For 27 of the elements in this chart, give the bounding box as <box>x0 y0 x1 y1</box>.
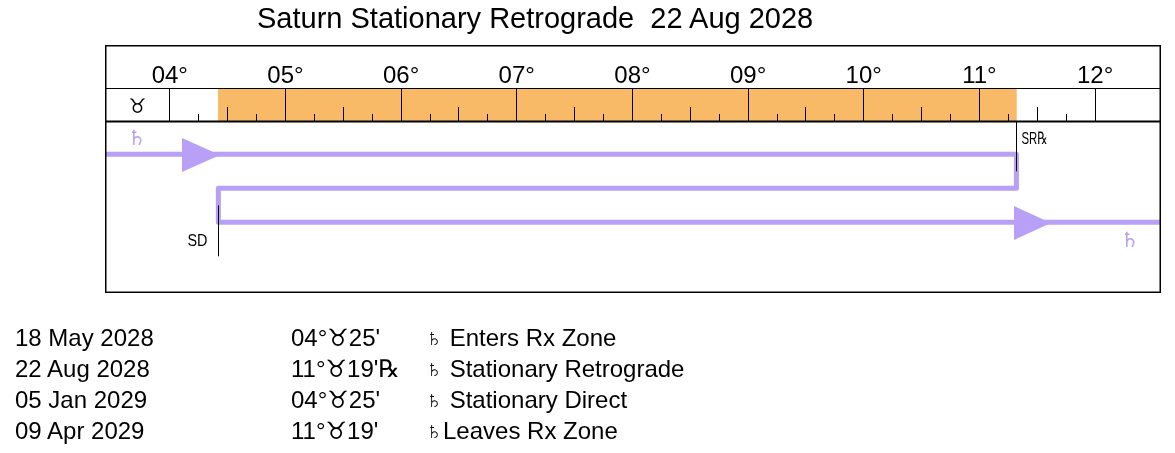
x-axis-title: ♉ <box>128 94 147 119</box>
text: 05 Jan 2029 <box>15 385 148 415</box>
x-tick-label: 12° <box>1076 61 1114 89</box>
text: ♄ Stationary Direct <box>425 385 628 415</box>
x-tick-label: 11° <box>962 61 997 89</box>
x-tick-label: 08° <box>614 61 651 89</box>
text: 09 Apr 2029 <box>15 416 145 446</box>
text: 11°♉19'℞ <box>291 354 400 384</box>
text: 11°♉19' <box>291 416 379 446</box>
series-label: ♄ <box>127 125 147 150</box>
text: 04°♉25' <box>291 323 381 353</box>
x-tick-label: 05° <box>267 61 304 89</box>
text: 18 May 2028 <box>15 323 154 353</box>
x-tick-label: 04° <box>151 61 188 89</box>
text: ♄Leaves Rx Zone <box>425 416 618 446</box>
x-tick-label: 06° <box>382 61 420 89</box>
text: ♄ Enters Rx Zone <box>425 323 617 353</box>
x-tick-label: 07° <box>498 61 535 89</box>
chart-title: Saturn Stationary Retrograde 22 Aug 2028 <box>257 1 814 36</box>
ref-line-label: SR℞ <box>1021 128 1048 148</box>
text: 04°♉25' <box>291 385 381 415</box>
x-tick-label: 10° <box>845 61 882 89</box>
text: 22 Aug 2028 <box>15 354 150 384</box>
x-tick-label: 09° <box>729 61 767 89</box>
text: ♄ <box>1120 227 1140 252</box>
ref-line-label: SD <box>187 230 208 250</box>
text: ♄ Stationary Retrograde <box>425 354 685 384</box>
